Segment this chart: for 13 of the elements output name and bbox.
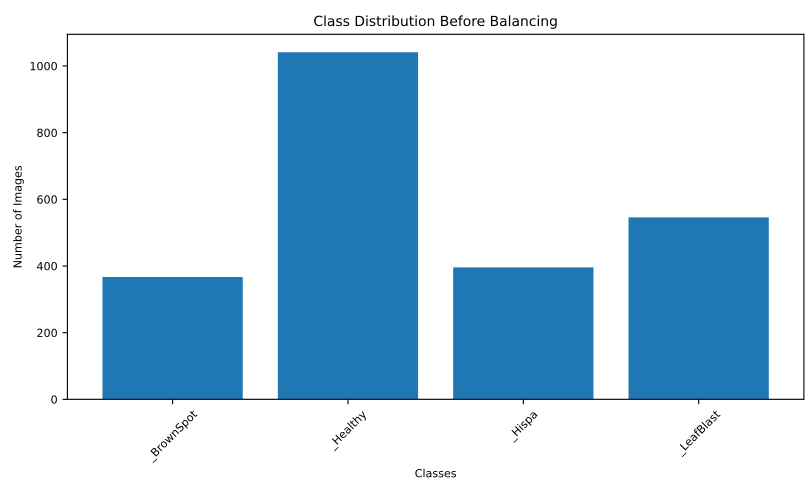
bar bbox=[278, 52, 418, 400]
y-tick-label: 1000 bbox=[30, 62, 57, 70]
y-tick-label: 200 bbox=[37, 328, 57, 338]
chart-title: Class Distribution Before Balancing bbox=[314, 15, 557, 29]
x-axis-title: Classes bbox=[415, 468, 456, 478]
y-tick-label: 400 bbox=[37, 262, 57, 270]
bar bbox=[453, 267, 594, 400]
bar bbox=[102, 277, 243, 400]
y-tick-label: 600 bbox=[37, 195, 57, 204]
bar bbox=[628, 217, 769, 400]
y-tick-label: 0 bbox=[51, 395, 57, 404]
y-tick-label: 800 bbox=[37, 128, 57, 138]
y-axis-title: Number of Images bbox=[13, 166, 24, 268]
